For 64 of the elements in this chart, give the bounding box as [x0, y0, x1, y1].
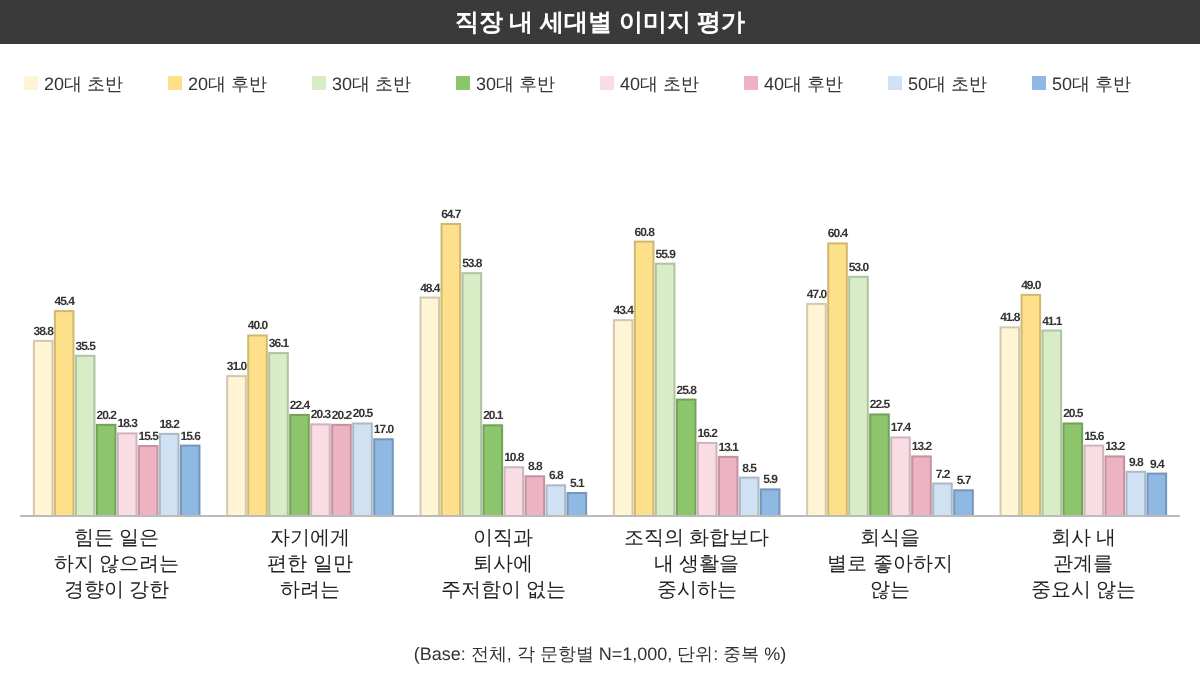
bar	[848, 275, 869, 517]
bar	[738, 476, 760, 517]
bar	[137, 445, 159, 517]
bar	[247, 334, 268, 517]
bar	[310, 423, 331, 517]
bar	[440, 223, 462, 517]
bar	[953, 489, 974, 517]
bar	[503, 466, 525, 517]
bar	[545, 484, 567, 517]
bar	[675, 398, 697, 517]
legend-label: 50대 초반	[908, 74, 988, 94]
bar	[1125, 470, 1147, 517]
bar	[95, 423, 117, 517]
bar	[352, 422, 373, 517]
x-tick-label: 자기에게 편한 일만 하려는	[267, 528, 353, 602]
bar	[759, 488, 781, 517]
bar	[654, 262, 676, 517]
legend-label: 30대 후반	[476, 74, 556, 94]
legend-label: 40대 초반	[620, 74, 700, 94]
bar	[461, 272, 483, 517]
bar	[717, 455, 739, 517]
bar	[633, 240, 655, 517]
legend-label: 50대 후반	[1052, 74, 1132, 94]
bar	[696, 441, 718, 517]
bar	[827, 242, 848, 517]
bar	[53, 310, 75, 517]
bar	[524, 475, 546, 517]
text: (Base: 전체, 각 문항별 N=1,000, 단위: 중복 %)	[413, 644, 787, 664]
bar	[1146, 472, 1168, 517]
x-tick-label: 이직과 퇴사에 주저함이 없는	[440, 528, 567, 602]
bar	[331, 423, 352, 517]
bar	[419, 296, 441, 517]
x-tick-label: 조직의 화합보다 내 생활을 중시하는	[623, 528, 770, 602]
bar	[566, 491, 588, 517]
bar	[612, 319, 634, 517]
bar	[1020, 293, 1042, 517]
bar	[890, 436, 911, 517]
bar	[268, 352, 289, 517]
bar	[1104, 455, 1126, 517]
bar	[289, 413, 310, 517]
bar	[373, 438, 394, 517]
bar	[32, 339, 54, 517]
bar	[869, 413, 890, 517]
bar	[74, 354, 96, 517]
bar	[806, 302, 827, 517]
x-tick-label: 회사 내 관계를 중요시 않는	[1030, 528, 1137, 602]
bar	[1083, 444, 1105, 517]
bar	[1062, 422, 1084, 517]
bar	[179, 444, 201, 517]
bar	[226, 375, 247, 517]
bar	[482, 424, 504, 517]
legend-label: 30대 초반	[332, 74, 412, 94]
legend-label: 20대 후반	[188, 74, 268, 94]
legend-label: 40대 후반	[764, 74, 844, 94]
bar	[1041, 329, 1063, 517]
legend-label: 20대 초반	[44, 74, 124, 94]
bar	[116, 432, 138, 517]
x-tick-label: 회식을 별로 좋아하지 않는	[827, 528, 953, 602]
bar	[911, 455, 932, 517]
bar	[932, 482, 953, 517]
bar	[158, 432, 180, 517]
x-tick-label: 힘든 일은 하지 않으려는 경향이 강한	[53, 528, 180, 602]
bar	[999, 326, 1021, 517]
chart-title: 직장 내 세대별 이미지 평가	[454, 8, 746, 36]
